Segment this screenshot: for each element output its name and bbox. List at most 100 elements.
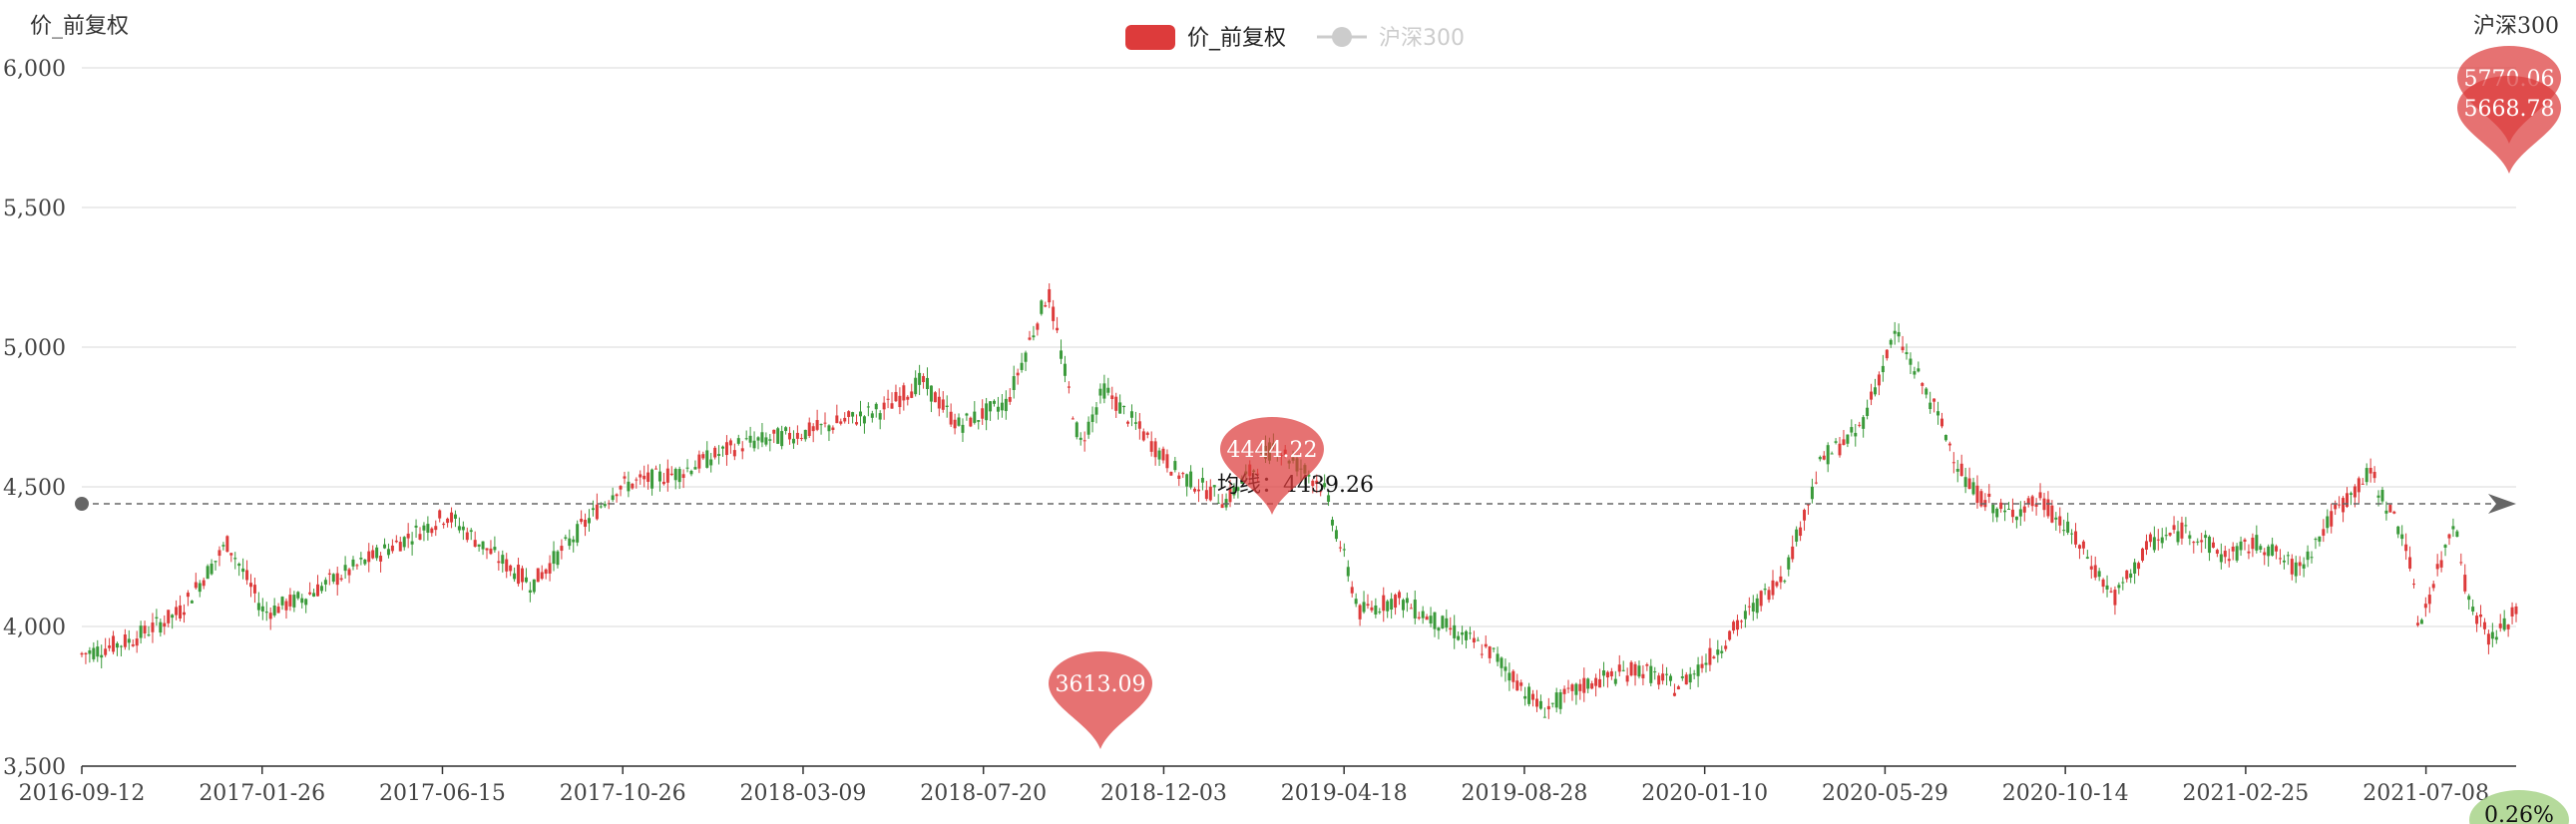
candle — [1665, 666, 1669, 686]
candle — [1834, 438, 1838, 445]
badge-shape — [2469, 790, 2569, 824]
candle — [2215, 548, 2219, 558]
candle — [457, 517, 461, 534]
candle — [296, 591, 300, 601]
x-tick-label: 2021-07-08 — [2362, 781, 2489, 806]
candle — [1370, 601, 1374, 613]
candle — [453, 510, 457, 528]
candle — [1955, 460, 1959, 483]
candle — [607, 500, 611, 510]
candle — [446, 517, 450, 528]
candle — [1000, 394, 1004, 418]
candle — [2435, 554, 2439, 577]
x-tick-label: 2020-05-29 — [1822, 781, 1948, 806]
x-tick-label: 2017-01-26 — [199, 781, 325, 806]
candle — [2431, 580, 2435, 592]
candle — [1747, 597, 1751, 616]
candle — [1787, 555, 1791, 577]
candle — [1971, 477, 1975, 496]
candle — [461, 521, 465, 541]
candle — [1629, 660, 1633, 677]
candle — [851, 411, 855, 424]
candle — [1983, 493, 1987, 512]
candle — [1708, 637, 1712, 671]
candle — [1102, 374, 1106, 404]
candle — [1020, 352, 1024, 373]
candle — [2447, 533, 2451, 546]
candle — [410, 532, 414, 556]
candle — [241, 558, 245, 580]
candle — [870, 410, 874, 423]
candle — [1515, 673, 1519, 691]
candle — [2423, 597, 2427, 618]
candle — [347, 568, 351, 584]
candle — [1743, 604, 1747, 628]
candle — [2117, 582, 2121, 595]
candle — [2479, 605, 2483, 627]
candle — [1145, 431, 1149, 439]
candle — [1700, 655, 1704, 673]
candle — [2042, 492, 2046, 518]
candle — [198, 580, 202, 598]
candle — [190, 600, 194, 604]
candle — [308, 582, 312, 596]
candle — [2164, 527, 2168, 541]
candle — [788, 426, 792, 445]
candle — [206, 564, 210, 580]
candle — [2267, 544, 2271, 567]
candle — [1220, 494, 1224, 509]
candle — [1461, 625, 1465, 645]
candle — [1378, 608, 1382, 615]
y-tick-label: 3,500 — [3, 755, 66, 780]
candle — [2113, 586, 2117, 616]
candle — [1806, 503, 1810, 515]
candle — [1390, 593, 1394, 619]
candle — [2034, 498, 2038, 516]
candle — [902, 382, 906, 411]
candle — [576, 520, 580, 547]
x-tick-label: 2021-02-25 — [2182, 781, 2309, 806]
candle — [701, 451, 705, 461]
candle — [650, 468, 654, 496]
candle — [1228, 479, 1232, 508]
candle — [615, 493, 619, 503]
candle — [819, 423, 823, 435]
candle — [2168, 532, 2172, 537]
candle — [1315, 474, 1319, 494]
candle — [1173, 456, 1177, 473]
candle — [264, 602, 268, 621]
candle — [1409, 604, 1413, 610]
candle — [540, 565, 544, 581]
candle — [1850, 419, 1854, 437]
candle — [2074, 523, 2078, 549]
candle — [1189, 465, 1193, 490]
candle — [2219, 543, 2223, 570]
candle — [1947, 441, 1951, 452]
candle — [646, 464, 650, 490]
candle — [1169, 471, 1173, 477]
candle — [2018, 501, 2022, 527]
candle — [914, 370, 918, 397]
candle — [2030, 494, 2034, 512]
candle — [1078, 432, 1082, 446]
candle — [2439, 551, 2443, 573]
candle — [355, 563, 359, 570]
candle — [1342, 543, 1346, 558]
candle — [697, 450, 701, 474]
candle — [214, 561, 217, 571]
candle — [1044, 301, 1048, 308]
candle — [1067, 381, 1071, 394]
candle — [717, 445, 721, 465]
candle — [1877, 371, 1881, 396]
candle — [1605, 670, 1609, 688]
candle — [2443, 544, 2447, 557]
candle — [560, 539, 564, 560]
legend-item-hs300[interactable]: 沪深300 — [1317, 26, 1465, 51]
legend-item-price[interactable]: 价_前复权 — [1125, 25, 1286, 51]
candle — [1732, 619, 1736, 634]
candle — [1331, 516, 1335, 532]
candle — [2275, 544, 2279, 560]
candle — [383, 538, 387, 550]
candle — [2227, 549, 2231, 568]
candle — [2459, 553, 2463, 566]
